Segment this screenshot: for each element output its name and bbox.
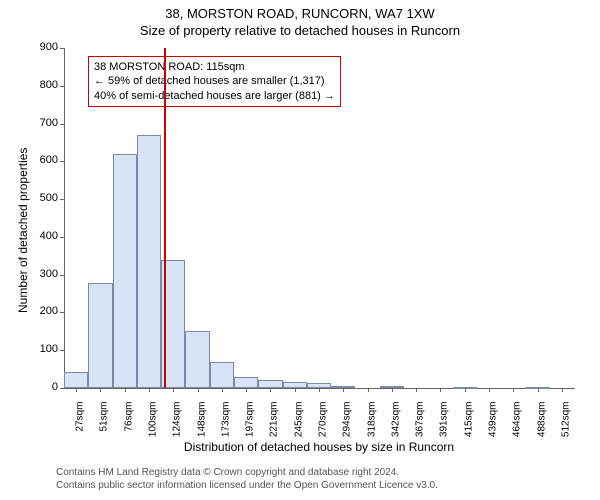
histogram-bar <box>64 372 88 388</box>
y-tick-mark <box>60 275 64 276</box>
x-tick-mark <box>465 388 466 392</box>
x-tick-mark <box>246 388 247 392</box>
x-tick-label: 173sqm <box>220 402 231 446</box>
y-tick-mark <box>60 199 64 200</box>
x-tick-mark <box>100 388 101 392</box>
y-tick-mark <box>60 124 64 125</box>
x-tick-mark <box>270 388 271 392</box>
y-tick-label: 500 <box>30 192 58 204</box>
x-tick-mark <box>392 388 393 392</box>
x-tick-mark <box>440 388 441 392</box>
x-tick-mark <box>295 388 296 392</box>
x-tick-label: 294sqm <box>342 402 353 446</box>
x-tick-label: 148sqm <box>196 402 207 446</box>
x-tick-mark <box>149 388 150 392</box>
y-axis-label: Number of detached properties <box>16 148 30 313</box>
x-tick-mark <box>368 388 369 392</box>
x-tick-mark <box>416 388 417 392</box>
y-tick-mark <box>60 237 64 238</box>
x-tick-label: 391sqm <box>439 402 450 446</box>
reference-line <box>164 48 166 388</box>
histogram-bar <box>258 380 282 388</box>
y-tick-label: 100 <box>30 343 58 355</box>
chart-container: 38, MORSTON ROAD, RUNCORN, WA7 1XW Size … <box>0 0 600 500</box>
y-tick-label: 200 <box>30 305 58 317</box>
x-tick-label: 318sqm <box>366 402 377 446</box>
x-tick-label: 464sqm <box>512 402 523 446</box>
x-tick-mark <box>198 388 199 392</box>
x-tick-label: 367sqm <box>415 402 426 446</box>
y-tick-label: 800 <box>30 79 58 91</box>
x-tick-mark <box>222 388 223 392</box>
x-tick-label: 488sqm <box>536 402 547 446</box>
histogram-bar <box>88 283 112 388</box>
histogram-bar <box>234 377 258 388</box>
x-tick-mark <box>538 388 539 392</box>
x-tick-label: 124sqm <box>172 402 183 446</box>
y-tick-mark <box>60 86 64 87</box>
x-tick-mark <box>489 388 490 392</box>
x-tick-label: 512sqm <box>560 402 571 446</box>
x-tick-label: 245sqm <box>293 402 304 446</box>
x-tick-label: 197sqm <box>245 402 256 446</box>
footer-line1: Contains HM Land Registry data © Crown c… <box>56 466 438 479</box>
y-tick-mark <box>60 388 64 389</box>
annotation-line1: 38 MORSTON ROAD: 115sqm <box>94 60 335 74</box>
y-tick-label: 900 <box>30 41 58 53</box>
x-tick-label: 221sqm <box>269 402 280 446</box>
title-address: 38, MORSTON ROAD, RUNCORN, WA7 1XW <box>0 0 600 21</box>
x-tick-label: 76sqm <box>123 402 134 446</box>
x-tick-label: 51sqm <box>99 402 110 446</box>
x-tick-mark <box>562 388 563 392</box>
title-subtitle: Size of property relative to detached ho… <box>0 21 600 38</box>
x-tick-mark <box>343 388 344 392</box>
x-tick-mark <box>173 388 174 392</box>
histogram-bar <box>113 154 137 388</box>
y-tick-label: 400 <box>30 230 58 242</box>
x-tick-mark <box>319 388 320 392</box>
x-tick-mark <box>76 388 77 392</box>
y-tick-label: 700 <box>30 117 58 129</box>
x-tick-label: 100sqm <box>148 402 159 446</box>
x-tick-label: 439sqm <box>488 402 499 446</box>
histogram-bar <box>137 135 161 388</box>
annotation-box: 38 MORSTON ROAD: 115sqm ← 59% of detache… <box>88 56 341 107</box>
y-tick-mark <box>60 161 64 162</box>
annotation-line3: 40% of semi-detached houses are larger (… <box>94 89 335 103</box>
footer-attribution: Contains HM Land Registry data © Crown c… <box>56 466 438 492</box>
y-tick-label: 0 <box>30 381 58 393</box>
y-tick-mark <box>60 350 64 351</box>
x-tick-label: 27sqm <box>75 402 86 446</box>
y-tick-label: 300 <box>30 268 58 280</box>
x-tick-label: 270sqm <box>318 402 329 446</box>
y-tick-label: 600 <box>30 154 58 166</box>
x-tick-label: 342sqm <box>390 402 401 446</box>
x-tick-mark <box>513 388 514 392</box>
y-tick-mark <box>60 48 64 49</box>
annotation-line2: ← 59% of detached houses are smaller (1,… <box>94 74 335 88</box>
footer-line2: Contains public sector information licen… <box>56 479 438 492</box>
x-tick-label: 415sqm <box>463 402 474 446</box>
y-tick-mark <box>60 312 64 313</box>
histogram-bar <box>185 331 209 388</box>
histogram-bar <box>210 362 234 388</box>
x-tick-mark <box>125 388 126 392</box>
